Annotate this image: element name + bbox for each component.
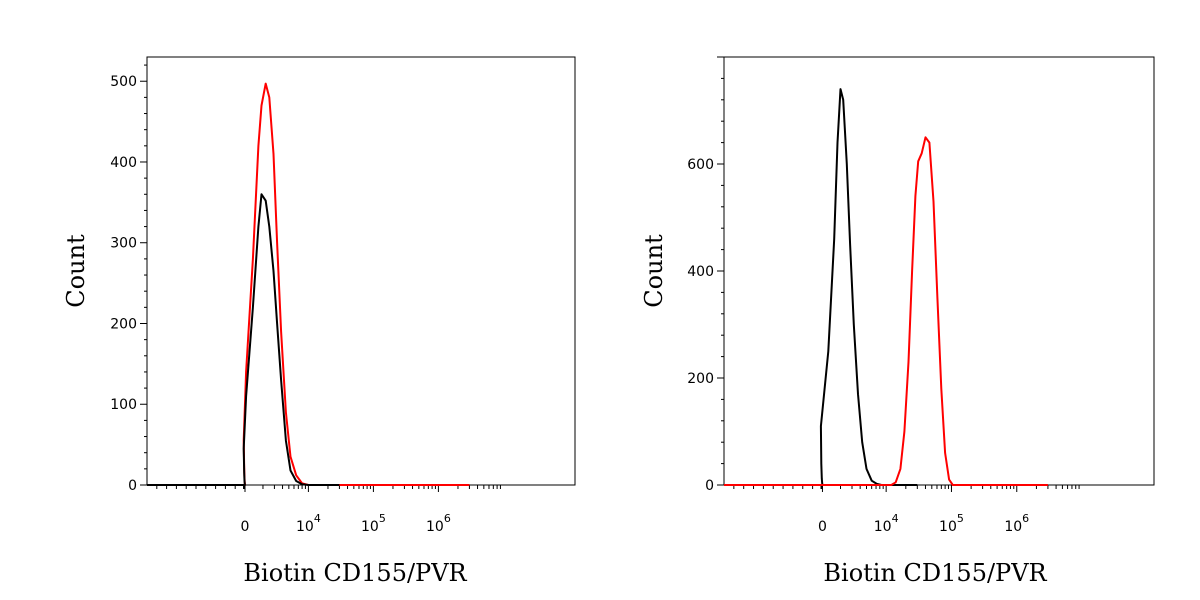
y-tick-label: 0 (705, 478, 714, 494)
histogram-panel-left: 0 104 105 106 0 100 200 300 400 500 Biotin CD155/P… (62, 56, 576, 587)
x-tick-label: 106 (426, 512, 451, 535)
x-tick-label: 104 (874, 512, 899, 535)
y-tick-label: 0 (128, 478, 137, 494)
y-tick-label: 200 (110, 316, 137, 332)
y-axis-title: Count (640, 234, 668, 308)
plot-frame (146, 56, 576, 486)
red-histogram-line (147, 82, 470, 486)
red-histogram-line (724, 136, 1048, 486)
y-tick-label: 100 (110, 397, 137, 413)
black-histogram-line (724, 88, 918, 486)
y-tick-label: 500 (110, 74, 137, 90)
y-axis-title: Count (62, 234, 90, 308)
y-tick-label: 400 (110, 155, 137, 171)
x-axis-title: Biotin CD155/PVR (823, 559, 1047, 587)
y-tick-label: 400 (687, 264, 714, 280)
plot-frame (723, 56, 1155, 486)
y-tick-label: 600 (687, 157, 714, 173)
x-axis-title: Biotin CD155/PVR (243, 559, 467, 587)
y-tick-label: 300 (110, 236, 137, 252)
x-tick-label: 106 (1004, 512, 1029, 535)
x-tick-label: 105 (361, 512, 386, 535)
x-tick-label: 105 (939, 512, 964, 535)
x-tick-label: 0 (818, 519, 827, 535)
x-tick-label: 104 (296, 512, 321, 535)
black-histogram-line (147, 193, 340, 486)
histogram-panel-right: 0 104 105 106 0 200 400 600 Biotin CD155/PVR Coun… (640, 56, 1155, 587)
x-tick-label: 0 (241, 519, 250, 535)
y-tick-label: 200 (687, 371, 714, 387)
